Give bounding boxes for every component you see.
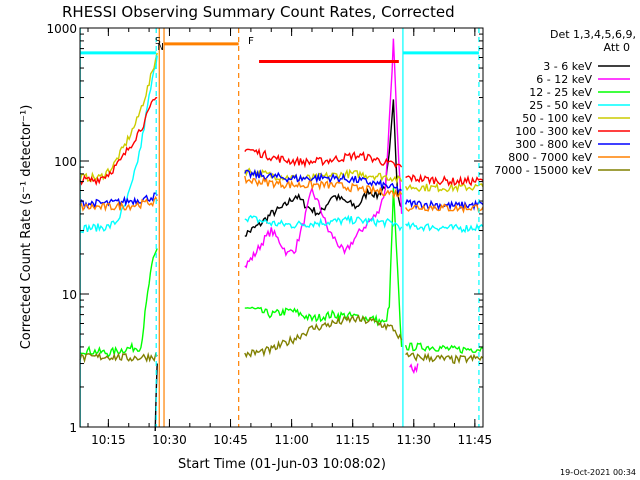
plot-area <box>79 38 484 432</box>
legend-label-50-100-kev: 50 - 100 keV <box>522 112 592 125</box>
legend-label-800-7000-kev: 800 - 7000 keV <box>508 151 592 164</box>
series-100-300-kev-segment-2 <box>405 173 484 187</box>
series-800-7000-kev-segment-2 <box>405 202 484 214</box>
legend-label-3-6-kev: 3 - 6 keV <box>543 60 592 73</box>
legend-label-7000-15000-kev: 7000 - 15000 keV <box>494 164 592 177</box>
x-tick-label-11-30: 11:30 <box>396 433 431 447</box>
y-tick-label-1: 1 <box>69 421 77 435</box>
legend-label-300-800-kev: 300 - 800 keV <box>515 138 592 151</box>
axis-ticks: 10:15 10:30 10:45 11:00 11:15 11:30 11:45 1 10 10… <box>46 22 492 447</box>
series-12-25-kev-segment-2 <box>404 342 484 355</box>
x-tick-label-10-15: 10:15 <box>91 433 126 447</box>
series-7000-15000-kev-segment-2 <box>405 351 484 365</box>
x-tick-label-11-00: 11:00 <box>274 433 309 447</box>
series-300-800-kev-segment-1 <box>244 168 402 194</box>
series-300-800-kev-segment-2 <box>404 198 484 211</box>
legend-header-line-1: Det 1,3,4,5,6,9, <box>550 28 636 41</box>
legend-label-100-300-kev: 100 - 300 keV <box>515 125 592 138</box>
series-800-7000-kev-segment-0 <box>79 195 158 212</box>
series-100-300-kev-segment-1 <box>244 147 403 169</box>
x-tick-label-10-45: 10:45 <box>213 433 248 447</box>
series-12-25-kev-segment-0 <box>79 248 158 358</box>
series-50-100-kev-segment-1 <box>244 167 403 184</box>
footer-date: 19-Oct-2021 00:34 <box>560 468 636 477</box>
series-25-50-kev-segment-2 <box>405 221 484 234</box>
series-300-800-kev-segment-0 <box>79 192 158 210</box>
series-50-100-kev-segment-2 <box>404 181 484 194</box>
legend-header-line-2: Att 0 <box>604 41 630 54</box>
series-12-25-kev-segment-1 <box>244 187 403 347</box>
legend-label-6-12-kev: 6 - 12 keV <box>536 73 592 86</box>
x-tick-label-10-30: 10:30 <box>152 433 187 447</box>
series-6-12-kev-segment-1 <box>409 363 419 375</box>
x-tick-label-11-15: 11:15 <box>335 433 370 447</box>
x-axis-label: Start Time (01-Jun-03 10:08:02) <box>178 457 386 472</box>
series-100-300-kev-segment-0 <box>79 96 158 187</box>
annotation-f: F <box>248 36 254 47</box>
observation-markers: SN F <box>79 28 480 427</box>
series-7000-15000-kev-segment-1 <box>244 314 403 359</box>
x-tick-label-11-45: 11:45 <box>458 433 493 447</box>
legend-label-25-50-kev: 25 - 50 keV <box>529 99 592 112</box>
y-tick-label-1000: 1000 <box>46 22 77 36</box>
annotation-s: S <box>155 36 161 47</box>
series-50-100-kev-segment-0 <box>79 52 158 183</box>
chart-title: RHESSI Observing Summary Count Rates, Co… <box>62 3 455 21</box>
y-tick-label-10: 10 <box>62 288 77 302</box>
series-800-7000-kev-segment-1 <box>244 175 403 200</box>
series-3-6-kev-segment-1 <box>244 99 403 237</box>
annotation-n: N <box>158 42 164 53</box>
series-7000-15000-kev-segment-0 <box>79 351 158 364</box>
series-6-12-kev-segment-0 <box>244 38 403 269</box>
legend-label-12-25-kev: 12 - 25 keV <box>529 86 592 99</box>
plot-frame <box>79 27 484 428</box>
series-25-50-kev-segment-0 <box>79 55 158 234</box>
y-tick-label-100: 100 <box>54 155 77 169</box>
y-axis-label: Corrected Count Rate (s⁻¹ detector⁻¹) <box>19 105 34 350</box>
series-25-50-kev-segment-1 <box>244 214 403 232</box>
